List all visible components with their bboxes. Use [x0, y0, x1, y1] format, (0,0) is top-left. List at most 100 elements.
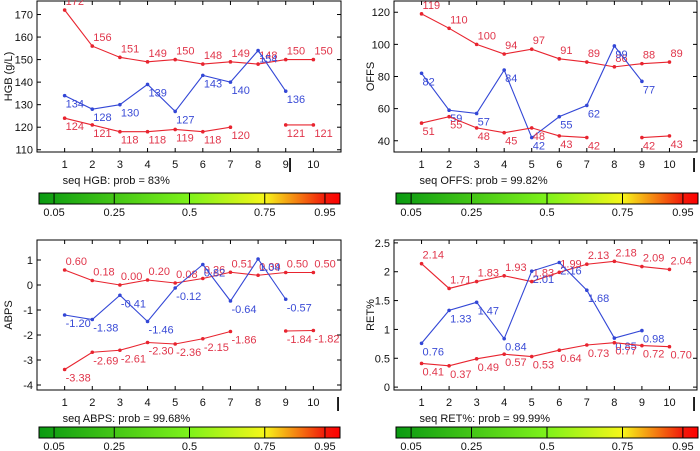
data-label-upper: 94 — [505, 40, 517, 52]
data-label-patient: 1.33 — [450, 313, 471, 325]
data-point-lower — [502, 130, 506, 135]
x-tick-label: 2 — [446, 159, 452, 171]
data-label-patient: 99 — [615, 49, 627, 61]
data-point-lower — [145, 129, 150, 134]
data-label-lower: 0.72 — [643, 349, 664, 361]
colorbar-tick-label: 0.95 — [314, 441, 335, 451]
data-label-patient: 130 — [121, 108, 139, 120]
x-tick-label: 7 — [584, 397, 590, 409]
data-point-lower — [145, 340, 150, 345]
data-point-patient — [256, 257, 260, 261]
data-label-lower: 48 — [478, 131, 490, 143]
data-label-upper: 172 — [66, 0, 84, 8]
data-point-lower — [640, 135, 644, 140]
data-point-upper — [228, 60, 233, 64]
colorbar-tick-label: 0.05 — [400, 207, 421, 219]
x-tick-label: 5 — [172, 159, 178, 171]
series-line-lower — [285, 329, 314, 332]
data-label-upper: 1.83 — [478, 268, 499, 280]
text-cursor-marker: I — [691, 155, 697, 177]
data-point-patient — [474, 111, 479, 116]
data-label-lower: 42 — [588, 141, 600, 153]
colorbar-tick-label: 0.5 — [182, 207, 197, 219]
colorbar-tick-label: 0.05 — [43, 207, 64, 219]
y-tick-label: -1 — [23, 305, 33, 317]
data-point-upper — [90, 278, 95, 283]
data-label-upper: 119 — [423, 0, 441, 12]
y-tick-label: 60 — [378, 104, 390, 116]
data-point-lower — [173, 342, 177, 346]
data-label-lower: -2.30 — [149, 346, 174, 358]
data-label-upper: 97 — [533, 35, 545, 47]
data-label-patient: 55 — [560, 120, 572, 132]
data-point-upper — [667, 60, 672, 64]
data-label-lower: 55 — [450, 120, 462, 132]
data-point-upper — [557, 57, 562, 61]
data-label-lower: 120 — [231, 130, 249, 142]
data-label-patient: 136 — [287, 94, 305, 106]
data-label-patient: -0.41 — [121, 298, 146, 310]
colorbar-tick-label: 0.05 — [43, 441, 64, 451]
y-tick-label: 1 — [27, 255, 33, 267]
probability-caption: seq ABPS: prob = 99.68% — [63, 413, 191, 425]
data-label-patient: 0.98 — [643, 334, 664, 346]
data-point-upper — [529, 47, 534, 51]
colorbar: 0.05 0.25 0.5 0.75 0.95 — [38, 426, 341, 451]
data-label-patient: 1.68 — [588, 293, 609, 305]
data-point-upper — [612, 259, 617, 264]
data-point-patient — [118, 293, 122, 298]
data-point-lower — [447, 363, 451, 368]
data-point-patient — [201, 73, 205, 78]
data-label-lower: -1.82 — [314, 334, 339, 346]
x-tick-label: 4 — [144, 159, 150, 171]
y-tick-label: 100 — [372, 39, 390, 51]
data-label-lower: 0.41 — [423, 366, 444, 378]
data-point-upper — [62, 8, 67, 12]
x-tick-label: 3 — [474, 397, 480, 409]
data-label-lower: 51 — [423, 126, 435, 138]
data-label-lower: 0.73 — [588, 348, 609, 360]
x-tick-label: 10 — [307, 159, 319, 171]
data-point-lower — [419, 121, 424, 125]
colorbar-tick-label: 0.75 — [612, 207, 633, 219]
data-label-upper: 0.50 — [287, 259, 308, 271]
data-point-lower — [585, 343, 589, 347]
data-point-upper — [62, 268, 67, 272]
y-tick-label: 160 — [15, 32, 33, 44]
data-label-upper: 91 — [560, 45, 572, 57]
data-point-patient — [201, 262, 205, 267]
data-point-patient — [228, 299, 233, 303]
data-label-lower: 118 — [149, 135, 167, 147]
probability-caption: seq HGB: prob = 83% — [63, 175, 171, 187]
data-point-lower — [118, 348, 122, 353]
data-label-patient: 62 — [588, 108, 600, 120]
data-label-upper: 149 — [231, 48, 249, 60]
x-tick-label: 10 — [663, 397, 675, 409]
data-point-lower — [640, 343, 644, 348]
x-tick-label: 4 — [144, 397, 150, 409]
data-point-upper — [474, 279, 479, 284]
data-label-patient: 127 — [176, 114, 194, 126]
data-label-patient: 139 — [149, 87, 167, 99]
x-tick-label: 7 — [227, 159, 233, 171]
x-tick-label: 8 — [611, 159, 617, 171]
series-line-upper — [64, 269, 314, 286]
data-point-lower — [667, 344, 672, 349]
data-point-patient — [145, 82, 150, 87]
data-point-patient — [62, 93, 67, 98]
data-label-lower: 0.49 — [478, 362, 499, 374]
data-label-patient: 42 — [533, 141, 545, 153]
y-tick-label: 2.5 — [375, 238, 390, 250]
x-tick-label: 3 — [117, 397, 123, 409]
data-label-patient: 1.47 — [478, 305, 499, 317]
series-line-upper — [421, 13, 670, 68]
data-point-upper — [256, 62, 260, 66]
y-tick-label: 120 — [15, 122, 33, 134]
data-point-patient — [118, 102, 122, 107]
x-tick-label: 10 — [663, 159, 675, 171]
x-tick-label: 3 — [117, 159, 123, 171]
y-tick-label: -2 — [23, 330, 33, 342]
y-tick-label: 150 — [15, 55, 33, 67]
data-label-lower: 43 — [560, 139, 572, 151]
